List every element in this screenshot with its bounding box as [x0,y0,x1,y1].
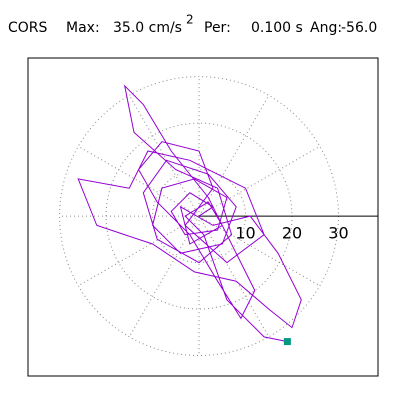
spoke [78,215,200,287]
max-exponent: 2 [186,13,194,27]
ang-value: -56.0 [341,20,377,36]
spoke [128,95,200,217]
r-tick-label: 20 [282,224,302,243]
ang-label: Ang: [310,20,342,36]
spoke [198,95,270,217]
spoke [128,215,200,338]
station: CORS [8,20,48,36]
r-tick-label: 30 [328,224,348,243]
plot-frame [27,57,379,377]
per-label: Per: [204,20,231,36]
trace [77,84,302,343]
r-tick-label: 10 [235,224,255,243]
max-value: 35.0 cm/s [113,20,182,36]
spoke [198,215,270,338]
spoke [198,145,321,217]
end-marker [283,338,291,346]
spoke [78,145,200,217]
max-label: Max: [66,20,100,36]
spoke [198,215,321,287]
per-value: 0.100 s [251,20,303,36]
